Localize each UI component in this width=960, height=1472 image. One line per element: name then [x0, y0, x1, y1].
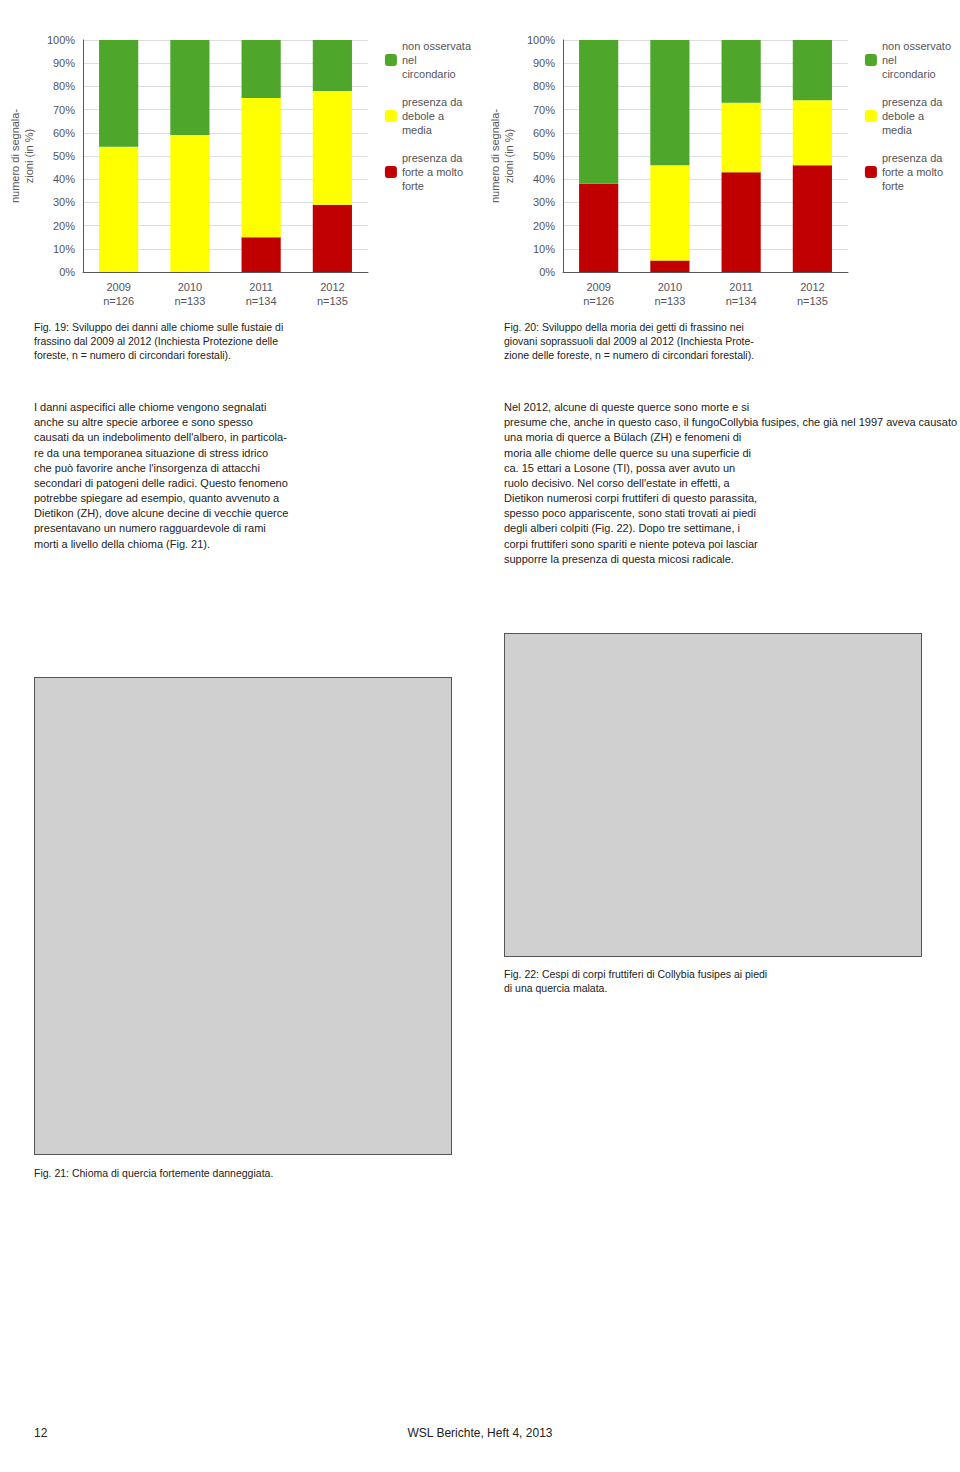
svg-text:70%: 70% [533, 104, 555, 116]
svg-text:presenza da: presenza da [882, 96, 943, 108]
svg-text:forte: forte [882, 180, 904, 192]
html-text:WSL Berichte, Heft 4, 2013: WSL Berichte, Heft 4, 2013 [407, 1426, 553, 1440]
svg-text:forte a molto: forte a molto [402, 166, 463, 178]
svg-text:n=134: n=134 [246, 295, 277, 307]
svg-text:debole a: debole a [402, 110, 445, 122]
svg-text:forte a molto: forte a molto [882, 166, 943, 178]
svg-text:zioni (in %): zioni (in %) [503, 129, 515, 183]
svg-text:forte: forte [402, 180, 424, 192]
svg-text:numero di segnala-: numero di segnala- [9, 109, 21, 204]
svg-text:0%: 0% [59, 266, 75, 278]
svg-text:100%: 100% [47, 34, 75, 46]
svg-text:numero di segnala-: numero di segnala- [489, 109, 501, 204]
svg-text:presenza da: presenza da [882, 152, 943, 164]
svg-text:10%: 10% [533, 243, 555, 255]
html-text:Nel 2012, alcune di queste que: Nel 2012, alcune di queste querce sono m… [504, 401, 958, 565]
html-text:12: 12 [34, 1426, 48, 1440]
svg-text:50%: 50% [53, 150, 75, 162]
svg-text:80%: 80% [53, 80, 75, 92]
svg-text:n=133: n=133 [174, 295, 205, 307]
svg-text:n=135: n=135 [797, 295, 828, 307]
svg-text:non osservata: non osservata [402, 40, 472, 52]
svg-text:2010: 2010 [658, 281, 682, 293]
svg-text:media: media [882, 124, 913, 136]
svg-text:90%: 90% [53, 57, 75, 69]
svg-text:2010: 2010 [178, 281, 202, 293]
svg-text:zioni (in %): zioni (in %) [23, 129, 35, 183]
svg-text:2009: 2009 [586, 281, 610, 293]
svg-text:40%: 40% [533, 173, 555, 185]
svg-text:media: media [402, 124, 433, 136]
svg-text:30%: 30% [533, 196, 555, 208]
svg-text:nel: nel [882, 54, 897, 66]
svg-text:60%: 60% [533, 127, 555, 139]
svg-text:circondario: circondario [882, 68, 936, 80]
svg-text:n=126: n=126 [103, 295, 134, 307]
svg-text:90%: 90% [533, 57, 555, 69]
svg-text:30%: 30% [53, 196, 75, 208]
svg-text:10%: 10% [53, 243, 75, 255]
svg-text:n=126: n=126 [583, 295, 614, 307]
svg-text:40%: 40% [53, 173, 75, 185]
svg-text:50%: 50% [533, 150, 555, 162]
svg-text:2011: 2011 [249, 281, 273, 293]
svg-text:20%: 20% [53, 220, 75, 232]
svg-text:60%: 60% [53, 127, 75, 139]
html-text:Fig. 22: Cespi di corpi frutti: Fig. 22: Cespi di corpi fruttiferi di Co… [504, 968, 768, 995]
svg-text:n=135: n=135 [317, 295, 348, 307]
svg-text:nel: nel [402, 54, 417, 66]
svg-text:80%: 80% [533, 80, 555, 92]
html-text:Fig. 19: Sviluppo dei danni al: Fig. 19: Sviluppo dei danni alle chiome … [34, 321, 284, 362]
html-text:I danni aspecifici alle chiome: I danni aspecifici alle chiome vengono s… [34, 401, 289, 550]
svg-text:2011: 2011 [729, 281, 753, 293]
svg-text:2009: 2009 [106, 281, 130, 293]
svg-text:20%: 20% [533, 220, 555, 232]
svg-text:70%: 70% [53, 104, 75, 116]
svg-text:presenza da: presenza da [402, 96, 463, 108]
svg-text:2012: 2012 [320, 281, 344, 293]
svg-text:2012: 2012 [800, 281, 824, 293]
svg-text:100%: 100% [527, 34, 555, 46]
svg-text:debole a: debole a [882, 110, 925, 122]
svg-text:presenza da: presenza da [402, 152, 463, 164]
svg-text:n=133: n=133 [654, 295, 685, 307]
svg-text:0%: 0% [539, 266, 555, 278]
html-text:Fig. 20: Sviluppo della moria: Fig. 20: Sviluppo della moria dei getti … [504, 321, 755, 362]
html-text:Fig. 21: Chioma di quercia for: Fig. 21: Chioma di quercia fortemente da… [34, 1167, 274, 1179]
svg-text:n=134: n=134 [726, 295, 757, 307]
svg-text:non osservato: non osservato [882, 40, 951, 52]
svg-text:circondario: circondario [402, 68, 456, 80]
